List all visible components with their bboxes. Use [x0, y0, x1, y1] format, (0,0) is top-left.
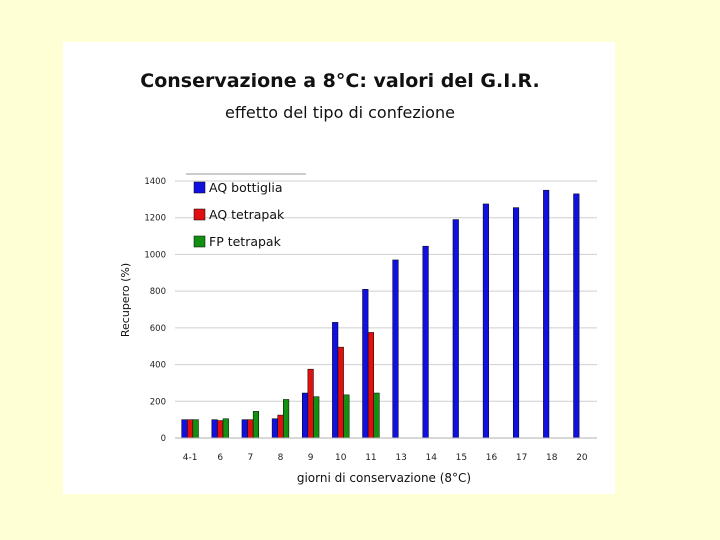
y-tick-label: 0: [161, 434, 166, 444]
x-tick-label: 6: [217, 453, 223, 463]
x-tick-label: 7: [247, 453, 253, 463]
legend-swatch: [193, 181, 206, 194]
bar: [307, 368, 314, 439]
bar: [512, 207, 520, 439]
legend-label: FP tetrapak: [209, 234, 282, 249]
bar: [422, 245, 429, 439]
x-tick-label: 15: [456, 453, 467, 463]
legend-label: AQ tetrapak: [209, 207, 285, 222]
y-tick-label: 600: [150, 324, 166, 334]
bar: [187, 419, 194, 439]
bar: [211, 419, 218, 439]
x-tick-label: 4-1: [183, 453, 198, 463]
x-axis-label: giorni di conservazione (8°C): [297, 471, 471, 485]
x-tick-label: 8: [278, 453, 284, 463]
bar: [241, 419, 248, 439]
chart-title: Conservazione a 8°C: valori del G.I.R.: [140, 70, 540, 92]
y-tick-label: 1400: [144, 177, 166, 187]
x-tick-label: 20: [576, 453, 588, 463]
y-tick-label: 1200: [144, 214, 166, 224]
bar: [277, 414, 284, 439]
bar: [217, 420, 224, 439]
x-tick-label: 14: [425, 453, 437, 463]
bar: [313, 396, 320, 439]
bar: [482, 203, 489, 439]
bar: [343, 394, 350, 439]
y-axis-label: Recupero (%): [119, 263, 132, 337]
bar: [367, 332, 374, 439]
bar: [543, 189, 550, 439]
y-tick-label: 1000: [144, 250, 166, 260]
x-tick-label: 9: [308, 453, 314, 463]
y-tick-label: 400: [150, 361, 166, 371]
bar: [337, 346, 344, 439]
bar: [181, 419, 188, 439]
bar: [452, 219, 459, 439]
legend-swatch: [193, 208, 206, 221]
y-tick-label: 200: [150, 397, 166, 407]
x-tick-label: 17: [516, 453, 527, 463]
x-tick-label: 11: [365, 453, 376, 463]
x-tick-label: 10: [335, 453, 347, 463]
x-tick-label: 16: [486, 453, 498, 463]
bar: [573, 193, 580, 439]
bar: [392, 259, 399, 439]
legend-swatch: [193, 235, 206, 248]
legend-label: AQ bottiglia: [209, 180, 283, 195]
bar: [252, 411, 260, 439]
bar: [222, 418, 229, 439]
x-tick-label: 13: [395, 453, 406, 463]
y-tick-label: 800: [150, 287, 166, 297]
bar: [283, 399, 290, 439]
bar: [362, 289, 369, 439]
bar: [192, 419, 199, 439]
x-tick-label: 18: [546, 453, 558, 463]
chart-subtitle: effetto del tipo di confezione: [225, 103, 455, 122]
bar: [373, 392, 380, 439]
bar: [301, 392, 309, 439]
bar: [332, 322, 339, 439]
bar: [247, 419, 254, 439]
bar: [271, 418, 278, 439]
